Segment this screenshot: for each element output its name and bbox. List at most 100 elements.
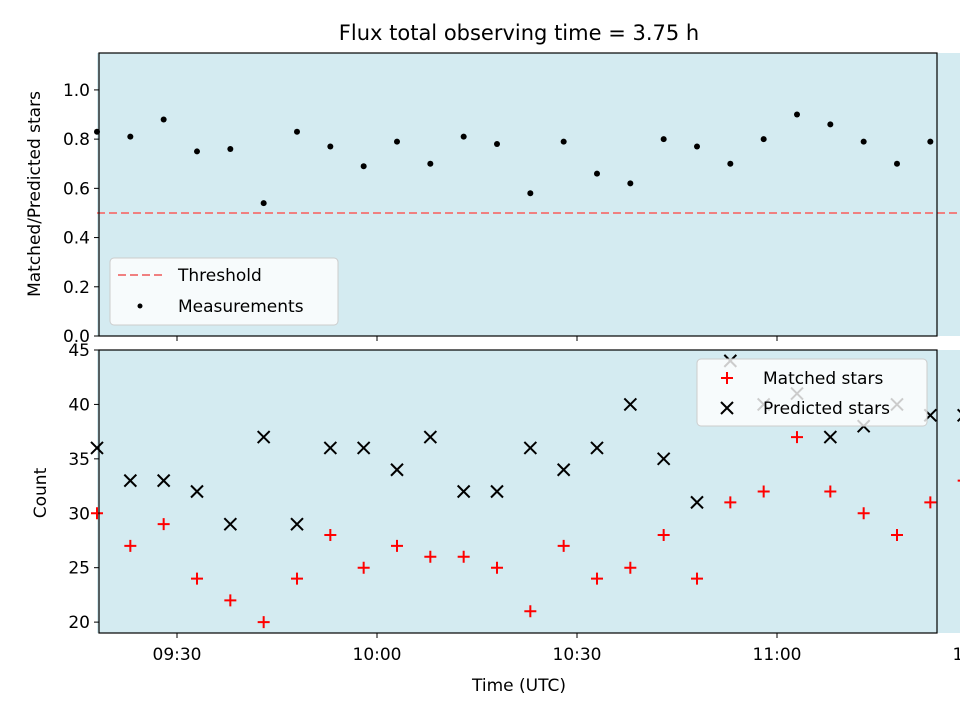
measurement-point bbox=[594, 170, 600, 177]
predicted-star-point bbox=[290, 517, 304, 531]
matched-star-point bbox=[291, 572, 303, 585]
matched-star-point bbox=[691, 572, 703, 585]
matched-star-point bbox=[357, 561, 370, 574]
measurement-point bbox=[227, 145, 234, 152]
matched-star-point bbox=[324, 529, 337, 542]
matched-star-point bbox=[257, 616, 270, 629]
ratio-y-tick-label: 1.0 bbox=[63, 81, 90, 101]
count-legend-frame bbox=[696, 358, 928, 427]
count-frame bbox=[98, 349, 938, 634]
predicted-star-point bbox=[590, 441, 604, 455]
ratio-y-tick-label: 0.6 bbox=[63, 179, 90, 199]
matched-star-point bbox=[91, 507, 103, 520]
predicted-star-point bbox=[656, 452, 671, 466]
predicted-star-point bbox=[256, 430, 271, 444]
ratio-y-tick-label: 0.0 bbox=[63, 327, 90, 347]
count-x-tick-label: 11:30 bbox=[953, 645, 960, 665]
predicted-star-point bbox=[190, 484, 204, 499]
ratio-y-tick-label: 0.4 bbox=[63, 229, 90, 249]
measurement-point bbox=[360, 163, 367, 170]
count-y-tick-label: 40 bbox=[68, 395, 90, 415]
measurement-point bbox=[927, 138, 934, 145]
matched-star-point bbox=[124, 539, 137, 552]
predicted-star-point bbox=[556, 463, 571, 477]
measurement-point bbox=[194, 148, 200, 155]
measurement-point bbox=[760, 136, 767, 143]
matched-star-point bbox=[191, 572, 203, 585]
predicted-star-point bbox=[90, 441, 104, 455]
matched-star-point bbox=[724, 496, 737, 509]
measurement-point bbox=[527, 190, 534, 197]
count-y-axis-label: Count bbox=[31, 467, 51, 518]
matched-star-point bbox=[224, 594, 237, 607]
predicted-star-point bbox=[623, 397, 638, 412]
matched-star-point bbox=[924, 496, 937, 509]
measurement-point bbox=[727, 160, 734, 167]
measurement-point bbox=[860, 138, 867, 145]
matched-star-point bbox=[557, 539, 570, 552]
predicted-star-point bbox=[156, 473, 171, 488]
matched-star-point bbox=[391, 539, 403, 552]
chart-title: Flux total observing time = 3.75 h bbox=[339, 21, 699, 45]
matched-star-point bbox=[757, 485, 770, 498]
matched-star-point bbox=[457, 550, 470, 563]
measurement-point bbox=[427, 160, 434, 167]
matched-star-point bbox=[424, 550, 437, 563]
predicted-star-point bbox=[490, 484, 504, 499]
measurement-point bbox=[460, 133, 467, 140]
ratio-y-tick-label: 0.8 bbox=[63, 130, 90, 150]
count-y-tick-label: 20 bbox=[68, 613, 90, 633]
matched-star-point bbox=[857, 507, 870, 520]
count-y-tick-label: 25 bbox=[68, 559, 90, 579]
predicted-star-point bbox=[823, 430, 838, 444]
matched-legend-label: Matched stars bbox=[763, 369, 883, 389]
predicted-star-point bbox=[356, 441, 371, 455]
measurement-point bbox=[694, 143, 700, 150]
measurement-point bbox=[560, 138, 567, 145]
count-y-tick-label: 35 bbox=[68, 450, 90, 470]
predicted-star-point bbox=[323, 441, 338, 455]
predicted-legend-marker bbox=[720, 401, 734, 415]
measurements-legend-marker bbox=[137, 303, 143, 309]
matched-star-point bbox=[824, 485, 837, 498]
ratio-frame bbox=[98, 52, 938, 337]
measurement-point bbox=[127, 133, 134, 140]
predicted-star-point bbox=[523, 441, 538, 455]
measurement-point bbox=[327, 143, 334, 150]
time-x-axis-label: Time (UTC) bbox=[471, 676, 566, 696]
measurement-point bbox=[294, 128, 300, 135]
measurement-point bbox=[827, 121, 834, 128]
ratio-y-tick-label: 0.2 bbox=[63, 278, 90, 298]
predicted-star-point bbox=[690, 495, 704, 510]
ratio-y-axis-label: Matched/Predicted stars bbox=[25, 91, 45, 297]
count-x-tick-label: 10:30 bbox=[553, 645, 602, 665]
matched-star-point bbox=[791, 431, 803, 444]
count-x-tick-label: 11:00 bbox=[753, 645, 802, 665]
measurement-point bbox=[394, 138, 400, 145]
threshold-legend-label: Threshold bbox=[177, 266, 262, 286]
measurement-point bbox=[794, 111, 800, 118]
matched-star-point bbox=[524, 605, 537, 618]
measurement-point bbox=[660, 136, 667, 143]
matched-star-point bbox=[624, 561, 637, 574]
predicted-legend-label: Predicted stars bbox=[763, 399, 890, 419]
matched-legend-marker bbox=[721, 372, 733, 384]
measurement-point bbox=[260, 200, 267, 207]
matched-star-point bbox=[491, 561, 503, 574]
predicted-star-point bbox=[423, 430, 438, 444]
count-legend: Matched stars Predicted stars bbox=[696, 358, 928, 427]
ratio-legend-frame bbox=[109, 257, 339, 326]
matched-star-point bbox=[891, 529, 903, 542]
matched-star-point bbox=[157, 518, 170, 531]
count-x-tick-label: 09:30 bbox=[153, 645, 202, 665]
measurement-point bbox=[627, 180, 634, 187]
predicted-star-point bbox=[456, 484, 471, 499]
predicted-star-point bbox=[123, 473, 138, 488]
predicted-star-point bbox=[223, 517, 238, 531]
count-x-tick-label: 10:00 bbox=[353, 645, 402, 665]
measurement-point bbox=[894, 160, 900, 167]
predicted-star-point bbox=[390, 463, 404, 477]
ratio-legend: Threshold Measurements bbox=[109, 257, 339, 326]
matched-star-point bbox=[657, 529, 670, 542]
